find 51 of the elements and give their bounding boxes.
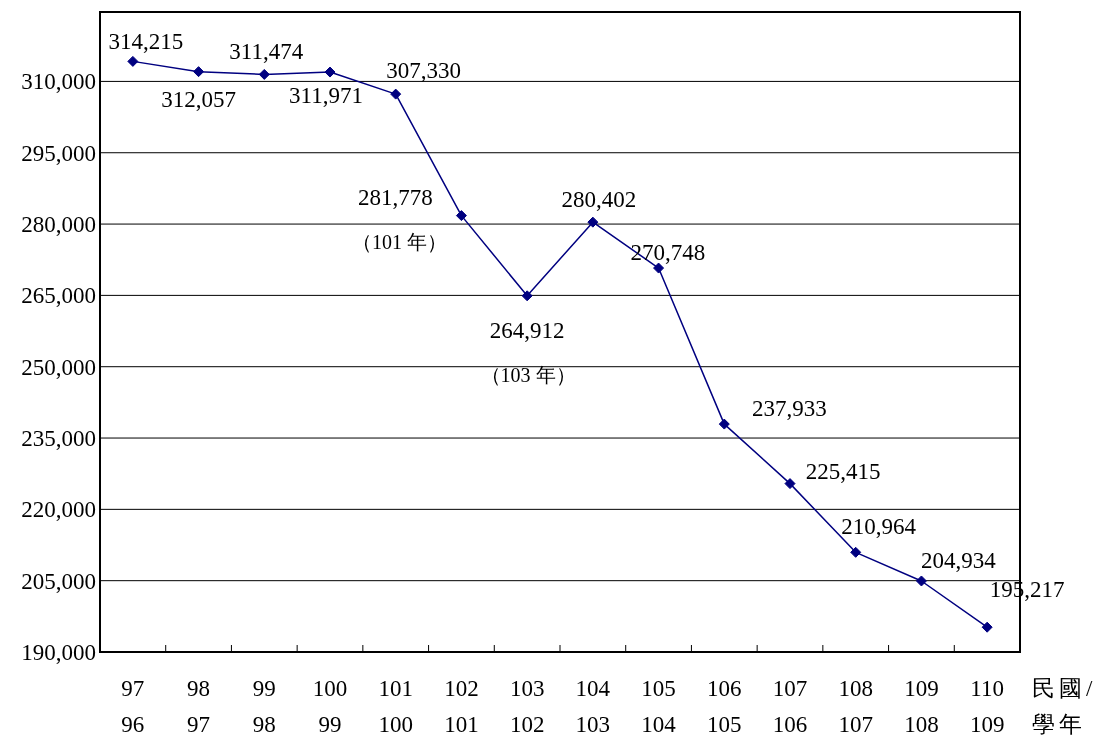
point bbox=[915, 575, 927, 587]
x-tick-label: 100 99 bbox=[312, 676, 348, 736]
y-tick-label: 235,000 bbox=[21, 426, 96, 452]
x-tick-label: 103 102 bbox=[509, 676, 545, 736]
x-tick-label: 109 108 bbox=[904, 676, 939, 736]
point bbox=[784, 478, 796, 490]
y-tick-label: 250,000 bbox=[21, 354, 96, 380]
point bbox=[127, 55, 139, 67]
point bbox=[193, 66, 205, 78]
y-tick-label: 280,000 bbox=[21, 212, 96, 238]
y-tick-label: 310,000 bbox=[21, 69, 96, 95]
data-label: 225,415 bbox=[805, 458, 881, 484]
data-label: 312,057 bbox=[161, 86, 236, 112]
point bbox=[981, 621, 993, 633]
x-tick-label: 101 100 bbox=[378, 676, 413, 736]
x-tick-label: 107 106 bbox=[772, 676, 808, 736]
x-tick-label: 98 97 bbox=[187, 676, 211, 736]
point bbox=[390, 88, 402, 100]
data-label: 311,474 bbox=[229, 39, 304, 65]
x-tick-label: 105 104 bbox=[641, 676, 677, 736]
data-label: 314,215 bbox=[108, 29, 184, 55]
point bbox=[587, 216, 599, 228]
point bbox=[455, 210, 467, 222]
point bbox=[324, 66, 336, 78]
y-tick-label: 190,000 bbox=[21, 640, 96, 665]
data-label: 307,330 bbox=[386, 58, 462, 84]
x-tick-label: 102 101 bbox=[444, 676, 479, 736]
x-tick-label: 99 98 bbox=[252, 676, 276, 736]
data-label: 264,912 bbox=[489, 317, 565, 343]
data-label: 210,964 bbox=[841, 514, 917, 540]
x-tick-label: 97 96 bbox=[121, 676, 145, 736]
y-tick-label: 220,000 bbox=[21, 497, 96, 523]
data-label: 204,934 bbox=[921, 547, 997, 573]
x-tick-label: 110 109 bbox=[969, 676, 1005, 736]
y-tick-label: 295,000 bbox=[21, 140, 96, 166]
annotation: （103 年） bbox=[480, 364, 576, 386]
point bbox=[718, 418, 730, 430]
y-tick-label: 205,000 bbox=[21, 568, 96, 594]
x-tick-label: 108 107 bbox=[838, 676, 873, 736]
point bbox=[850, 546, 862, 558]
y-tick-label: 265,000 bbox=[21, 283, 96, 309]
x-tick-label: 104 103 bbox=[575, 676, 611, 736]
point bbox=[258, 68, 270, 80]
x-tick-label: 106 105 bbox=[707, 676, 742, 736]
data-label: 280,402 bbox=[561, 187, 637, 213]
point bbox=[521, 290, 533, 302]
data-label: 237,933 bbox=[751, 396, 827, 422]
x-axis-title: 民國/ 學年 bbox=[1032, 676, 1097, 736]
annotation: （101 年） bbox=[351, 230, 447, 253]
data-label: 311,971 bbox=[289, 83, 363, 109]
data-label: 281,778 bbox=[358, 184, 433, 210]
